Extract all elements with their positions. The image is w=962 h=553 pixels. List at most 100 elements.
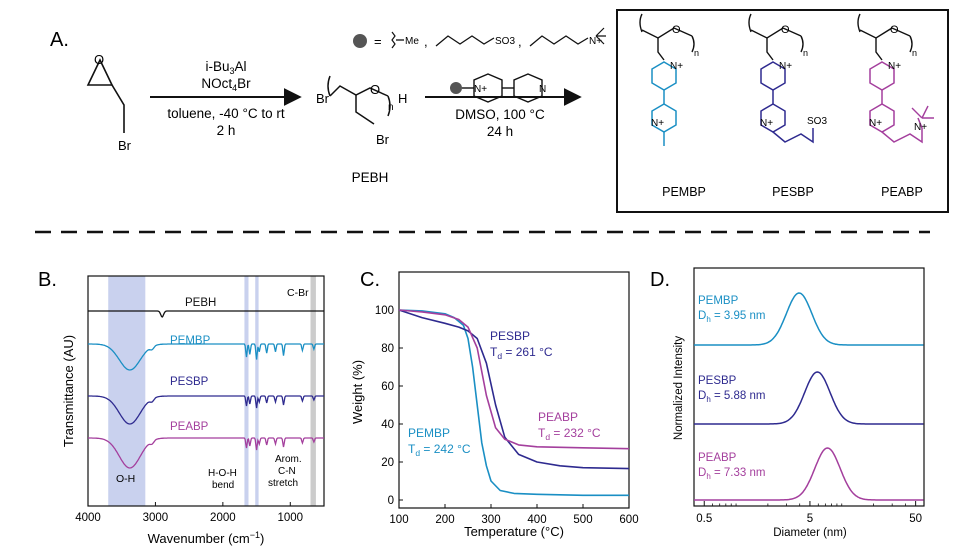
pebh-structure xyxy=(327,75,391,125)
ring-n-plus: N+ xyxy=(670,61,683,72)
ftir-annot-bend: bend xyxy=(212,480,234,491)
dls-x-axis-label: Diameter (nm) xyxy=(773,527,847,539)
backbone-o: O xyxy=(781,24,790,36)
ftir-plot-frame xyxy=(87,275,325,507)
ftir-band xyxy=(244,276,249,506)
ftir-x-ticks: 4000 3000 2000 1000 xyxy=(75,502,303,524)
ftir-label-pembp: PEMBP xyxy=(170,335,211,347)
tga-y-tick-label: 60 xyxy=(381,381,394,393)
tga-x-tick-label: 400 xyxy=(527,514,546,526)
tga-label-pembp: PEMBP xyxy=(408,426,450,440)
substituent-bullet-icon xyxy=(353,34,367,48)
dls-curves xyxy=(694,292,924,501)
ftir-curves xyxy=(88,310,324,469)
bipyridinium-reagent xyxy=(450,73,543,103)
ftir-annot-arom: Arom. xyxy=(275,454,302,465)
dls-label-pesbp: PESBP xyxy=(698,375,737,387)
tga-y-tick-label: 0 xyxy=(388,495,394,507)
tga-y-tick-label: 100 xyxy=(375,305,394,317)
tga-plot-frame xyxy=(398,271,630,509)
tga-td-pesbp: Td = 261 °C xyxy=(490,345,553,361)
substituent-bullet-icon xyxy=(450,82,462,94)
pebh-n: n xyxy=(388,102,394,113)
legend-so3: SO3 xyxy=(495,36,515,47)
tga-label-pesbp: PESBP xyxy=(490,329,530,343)
dls-plot-frame xyxy=(693,267,925,507)
tga-x-tick-label: 200 xyxy=(435,514,454,526)
tga-label-peabp: PEABP xyxy=(538,410,578,424)
ring-n-plus: N+ xyxy=(779,61,792,72)
epibromohydrin-structure xyxy=(86,58,125,133)
dls-ticks: 0.5 5 50 xyxy=(696,501,922,525)
legend-me: Me xyxy=(405,36,419,47)
tga-y-axis-label: Weight (%) xyxy=(350,360,365,424)
dls-y-axis-label: Normalized Intensity xyxy=(673,336,685,440)
ftir-y-axis-label: Transmittance (AU) xyxy=(61,335,76,447)
repeat-n: n xyxy=(694,48,699,58)
repeat-n: n xyxy=(803,48,808,58)
tga-x-tick-label: 500 xyxy=(573,514,592,526)
step1-reagent-2: NOct4Br xyxy=(201,76,251,93)
legend-eq: = xyxy=(374,34,382,49)
ring-n-plus-bottom: N+ xyxy=(869,118,882,129)
step2-conditions: DMSO, 100 °C xyxy=(455,107,545,122)
repeat-n: n xyxy=(912,48,917,58)
tga-x-axis-label: Temperature (°C) xyxy=(464,524,564,539)
ftir-label-pesbp: PESBP xyxy=(170,376,209,388)
product-pembp: On N+ N+ PEMBP xyxy=(639,13,706,199)
dls-series-peabp xyxy=(694,447,924,501)
epoxide-o: O xyxy=(94,52,104,67)
backbone-o: O xyxy=(890,24,899,36)
product-name: PESBP xyxy=(772,185,814,199)
step1-reagent-1: i-Bu3Al xyxy=(205,59,246,76)
pebh-name: PEBH xyxy=(352,170,389,185)
dls-series-pembp xyxy=(694,292,924,346)
tga-series-pesbp xyxy=(398,309,630,470)
product-peabp: On N+ N+ N+ PEABP xyxy=(857,13,934,199)
products-box xyxy=(616,9,949,213)
panel-c-tga: C. 100 200 300 400 500 600 0 20 40 60 80 100 Temper… xyxy=(350,269,639,539)
ftir-annot-oh: O-H xyxy=(116,473,135,485)
ring-n-plus-bottom: N+ xyxy=(651,118,664,129)
product-name: PEABP xyxy=(881,185,923,199)
ftir-series-pebh xyxy=(88,310,324,318)
tga-y-tick-label: 20 xyxy=(381,457,394,469)
sulfonate-label: SO3 xyxy=(807,116,827,127)
panel-d-dls: D. 0.5 5 50 Diameter (nm) Normalized Inten… xyxy=(650,267,925,539)
tga-x-tick-label: 600 xyxy=(619,514,638,526)
product-pesbp: On N+ N+ SO3 PESBP xyxy=(748,13,827,199)
tga-x-tick-label: 300 xyxy=(481,514,500,526)
ftir-annot-cbr: C-Br xyxy=(287,287,309,299)
ftir-annot-cn: C-N xyxy=(278,466,296,477)
step1-conditions: toluene, -40 °C to rt xyxy=(167,106,284,121)
dls-label-peabp: PEABP xyxy=(698,452,737,464)
ftir-x-tick-label: 1000 xyxy=(277,512,303,524)
scheme-panel: A. O Br i-Bu3Al NOct4Br toluene, -40 °C … xyxy=(50,9,949,213)
ring-n-plus: N+ xyxy=(888,61,901,72)
pebh-br-bottom: Br xyxy=(376,132,390,147)
tga-series-peabp xyxy=(398,309,630,450)
ftir-x-tick-label: 4000 xyxy=(75,512,101,524)
ftir-annot-hoh: H-O-H xyxy=(208,468,237,479)
ftir-band xyxy=(108,276,146,506)
dls-dh-pembp: Dh = 3.95 nm xyxy=(698,310,765,324)
dls-x-tick-label: 50 xyxy=(909,513,922,525)
ftir-label-peabp: PEABP xyxy=(170,421,209,433)
tga-ticks: 100 200 300 400 500 600 0 20 40 60 80 100 xyxy=(375,305,639,526)
pebh-br-left: Br xyxy=(316,91,330,106)
tga-curves xyxy=(398,309,630,497)
panel-label-b: B. xyxy=(38,269,57,291)
dls-dh-pesbp: Dh = 5.88 nm xyxy=(698,390,765,404)
panel-label-d: D. xyxy=(650,269,670,291)
panel-label-a: A. xyxy=(50,29,69,51)
ftir-series-pembp xyxy=(88,343,324,371)
legend-comma-2: , xyxy=(518,34,522,49)
dls-x-tick-label: 5 xyxy=(807,513,813,525)
backbone-o: O xyxy=(672,24,681,36)
dls-x-tick-label: 0.5 xyxy=(696,513,712,525)
step1-time: 2 h xyxy=(217,123,236,138)
dls-series-pesbp xyxy=(694,371,924,425)
reagent-n: N xyxy=(539,84,546,95)
tga-x-tick-label: 100 xyxy=(389,514,408,526)
